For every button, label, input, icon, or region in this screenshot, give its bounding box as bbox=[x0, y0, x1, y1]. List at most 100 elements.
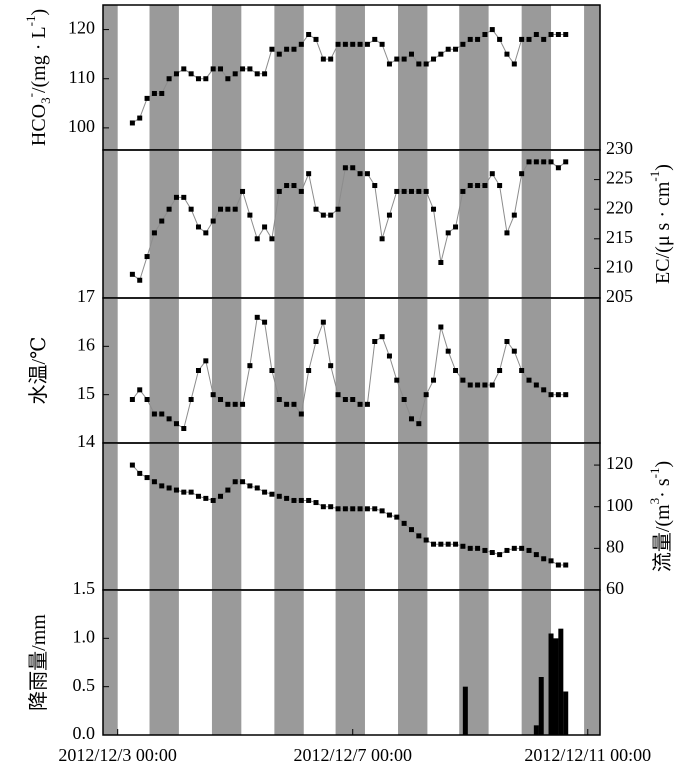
x-tick-label: 2012/12/7 00:00 bbox=[293, 745, 412, 765]
marker bbox=[151, 479, 157, 485]
marker bbox=[320, 212, 326, 218]
y-tick-label: 1.0 bbox=[73, 626, 96, 646]
y-axis-label: HCO3-/(mg · L-1) bbox=[23, 9, 53, 146]
shaded-band bbox=[103, 443, 118, 590]
shaded-band bbox=[103, 298, 118, 443]
y-axis-label-part: HCO bbox=[28, 104, 50, 146]
y-tick-label: 100 bbox=[68, 116, 95, 136]
x-tick-label: 2012/12/11 00:00 bbox=[524, 745, 651, 765]
marker bbox=[460, 41, 466, 47]
marker bbox=[526, 547, 532, 553]
shaded-band bbox=[149, 298, 179, 443]
marker bbox=[364, 506, 370, 512]
shaded-band bbox=[274, 443, 304, 590]
marker bbox=[218, 66, 224, 72]
marker bbox=[541, 159, 547, 165]
marker bbox=[269, 46, 275, 52]
shaded-band bbox=[521, 298, 552, 443]
marker bbox=[401, 520, 407, 526]
marker bbox=[247, 212, 253, 218]
marker bbox=[408, 416, 414, 422]
marker bbox=[254, 236, 260, 242]
y-axis-label-part: /(mg · L bbox=[28, 26, 50, 93]
marker bbox=[379, 334, 385, 340]
panel: 14 15 16 17 水温/℃ bbox=[27, 286, 601, 451]
shaded-band bbox=[149, 590, 179, 735]
shaded-band bbox=[459, 443, 489, 590]
marker bbox=[188, 397, 194, 402]
shaded-band bbox=[335, 298, 365, 443]
shaded-band bbox=[335, 590, 365, 735]
marker bbox=[350, 41, 356, 47]
marker bbox=[173, 487, 179, 493]
marker bbox=[269, 491, 275, 497]
marker bbox=[497, 183, 503, 189]
marker bbox=[526, 159, 532, 165]
shaded-band bbox=[584, 443, 600, 590]
marker bbox=[555, 562, 561, 568]
y-tick-label: 110 bbox=[69, 67, 95, 87]
y-tick-label: 16 bbox=[77, 334, 95, 354]
marker bbox=[269, 236, 275, 242]
y-axis-label-part: · s bbox=[652, 478, 674, 498]
marker bbox=[166, 206, 172, 212]
shaded-band bbox=[211, 590, 242, 735]
marker bbox=[364, 401, 370, 407]
marker bbox=[563, 562, 569, 568]
marker bbox=[482, 547, 488, 553]
y-axis-label-part: -1 bbox=[647, 468, 662, 479]
marker bbox=[291, 183, 297, 189]
marker bbox=[129, 462, 135, 468]
marker bbox=[195, 224, 201, 230]
shaded-band bbox=[521, 5, 552, 150]
shaded-band bbox=[211, 150, 242, 298]
marker bbox=[203, 358, 209, 364]
y-tick-label: 210 bbox=[606, 257, 633, 277]
marker bbox=[386, 61, 392, 67]
marker bbox=[386, 212, 392, 218]
y-tick-label: 14 bbox=[77, 431, 95, 451]
marker bbox=[262, 319, 268, 325]
marker bbox=[489, 27, 495, 33]
marker bbox=[453, 368, 459, 373]
marker bbox=[357, 506, 363, 512]
shaded-band bbox=[103, 150, 118, 298]
marker bbox=[445, 46, 451, 52]
marker bbox=[218, 206, 224, 212]
marker bbox=[563, 31, 569, 37]
marker bbox=[313, 36, 319, 42]
marker bbox=[460, 543, 466, 549]
panel: 205 210 215 220 225 230 EC/(μ s · cm-1) bbox=[102, 138, 674, 306]
shaded-band bbox=[459, 298, 489, 443]
marker bbox=[144, 397, 150, 402]
marker bbox=[232, 479, 238, 485]
marker bbox=[511, 545, 517, 551]
marker bbox=[218, 397, 224, 402]
shaded-band bbox=[584, 5, 600, 150]
marker bbox=[181, 426, 187, 431]
y-tick-label: 120 bbox=[68, 18, 95, 38]
marker bbox=[225, 76, 231, 82]
marker bbox=[269, 368, 275, 373]
marker bbox=[555, 392, 561, 398]
marker bbox=[195, 76, 201, 82]
marker bbox=[276, 493, 282, 499]
y-axis-label-part: 降雨量/mm bbox=[27, 614, 50, 711]
y-tick-label: 80 bbox=[606, 536, 624, 556]
marker bbox=[445, 230, 451, 236]
marker bbox=[401, 188, 407, 194]
marker bbox=[431, 377, 437, 383]
marker bbox=[328, 363, 334, 369]
marker bbox=[225, 487, 231, 493]
shaded-band bbox=[459, 5, 489, 150]
shaded-band bbox=[584, 590, 600, 735]
marker bbox=[225, 401, 231, 407]
shaded-band bbox=[149, 150, 179, 298]
marker bbox=[129, 397, 135, 402]
marker bbox=[181, 66, 187, 72]
marker bbox=[254, 314, 260, 320]
marker bbox=[210, 66, 216, 72]
marker bbox=[159, 411, 165, 417]
marker bbox=[511, 212, 517, 218]
